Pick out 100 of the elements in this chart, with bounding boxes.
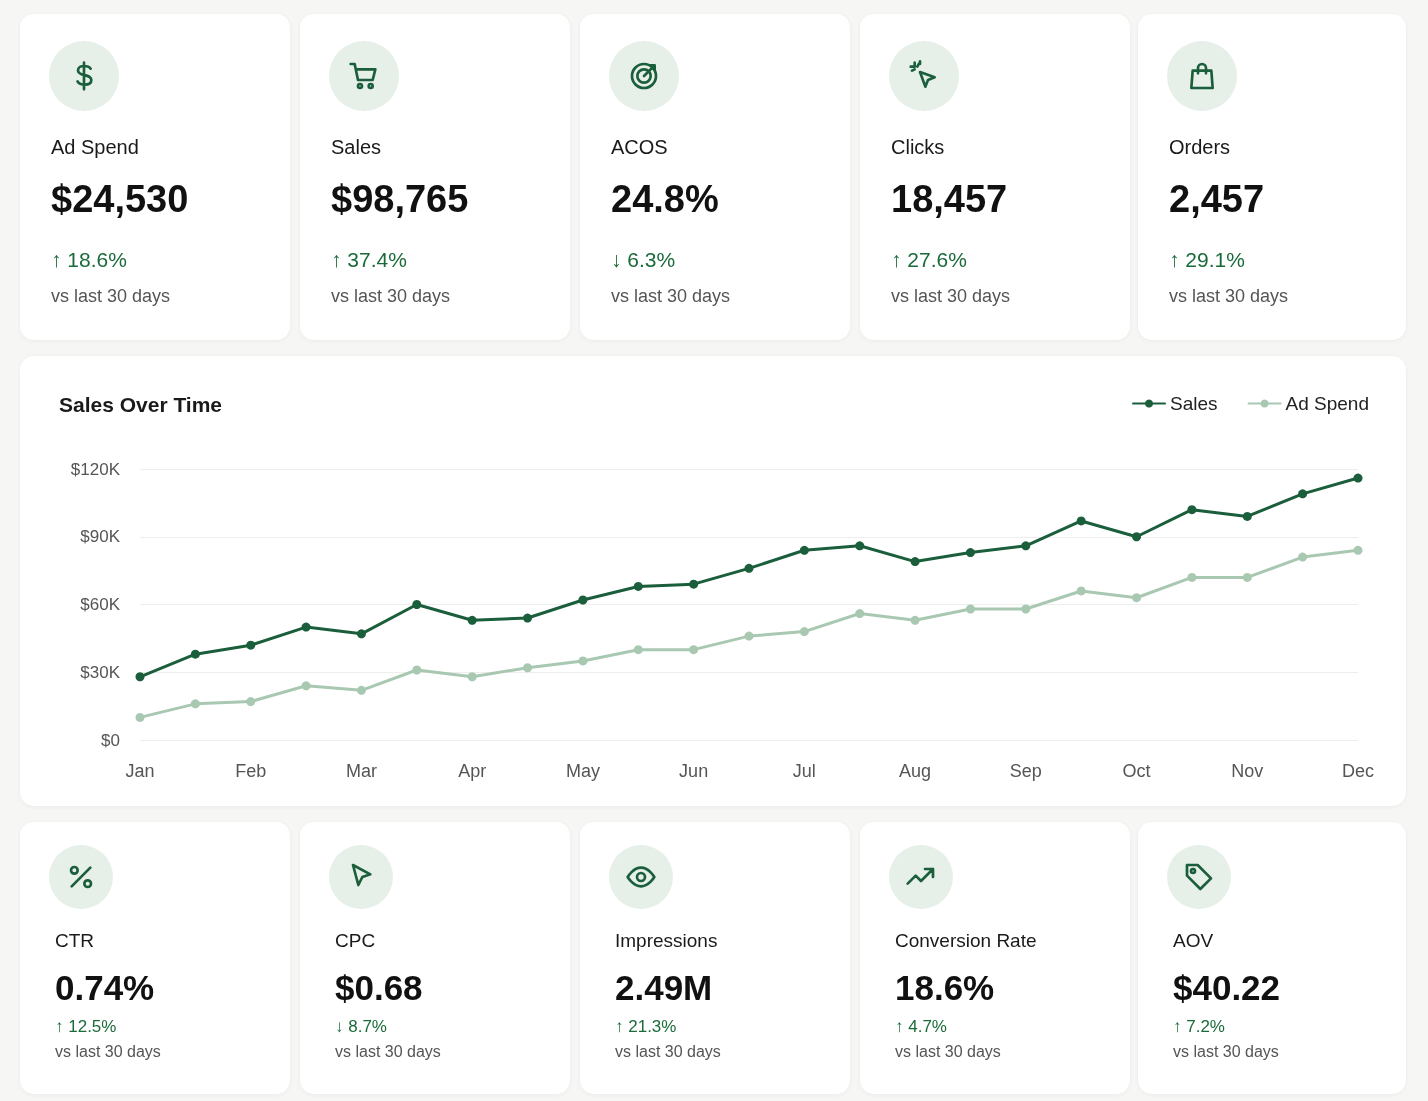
- x-tick-label: May: [565, 761, 600, 781]
- text: vs last 30 days: [611, 286, 731, 307]
- point: [467, 615, 477, 625]
- text: $40.22: [1173, 968, 1281, 1008]
- text: ↑ 7.2%: [1173, 1017, 1225, 1037]
- point: [246, 640, 256, 650]
- text: ↑ 27.6%: [891, 248, 967, 272]
- point: [1187, 505, 1197, 515]
- point: [799, 627, 809, 637]
- x-tick-label: Nov: [1231, 761, 1264, 781]
- point: [1132, 593, 1142, 603]
- point: [633, 581, 643, 591]
- point: [1298, 489, 1308, 499]
- point: [1187, 572, 1197, 582]
- text: Orders: [1169, 136, 1231, 159]
- point: [910, 557, 920, 567]
- point: [246, 697, 256, 707]
- x-tick-label: Oct: [1122, 761, 1151, 781]
- text: vs last 30 days: [51, 286, 171, 307]
- text: Sales: [331, 136, 382, 159]
- text: 2,457: [1169, 178, 1265, 221]
- text: 2.49M: [615, 968, 713, 1008]
- point: [523, 613, 533, 623]
- point: [356, 685, 366, 695]
- point: [1132, 532, 1142, 542]
- x-tick-label: Jul: [792, 761, 816, 781]
- point: [744, 631, 754, 641]
- text: vs last 30 days: [55, 1043, 161, 1061]
- text: ↑ 4.7%: [895, 1017, 947, 1037]
- y-tick-label: $90K: [80, 527, 121, 547]
- text: ↑ 12.5%: [55, 1017, 117, 1037]
- legend-label: Ad Spend: [1285, 393, 1370, 414]
- x-tick-label: Sep: [1009, 761, 1042, 781]
- point: [799, 545, 809, 555]
- point: [578, 595, 588, 605]
- text: Conversion Rate: [895, 930, 1037, 952]
- point: [910, 615, 920, 625]
- point: [744, 563, 754, 573]
- text: 18,457: [891, 178, 1008, 221]
- x-tick-label: Aug: [899, 761, 932, 781]
- text: ACOS: [611, 136, 668, 159]
- text: Clicks: [891, 136, 945, 159]
- x-tick-label: Jun: [679, 761, 709, 781]
- point: [689, 579, 699, 589]
- text: vs last 30 days: [1169, 286, 1289, 307]
- x-tick-label: Jan: [125, 761, 155, 781]
- text: 24.8%: [611, 178, 719, 221]
- point: [135, 672, 145, 682]
- point: [1076, 516, 1086, 526]
- point: [301, 622, 311, 632]
- point: [523, 663, 533, 673]
- point: [301, 681, 311, 691]
- text: vs last 30 days: [615, 1043, 721, 1061]
- point: [689, 645, 699, 655]
- x-tick-label: Mar: [345, 761, 377, 781]
- y-tick-label: $120K: [70, 459, 121, 479]
- x-tick-label: Apr: [458, 761, 487, 781]
- text: vs last 30 days: [891, 286, 1011, 307]
- text: vs last 30 days: [1173, 1043, 1279, 1061]
- text: vs last 30 days: [335, 1043, 441, 1061]
- point: [855, 541, 865, 551]
- point: [190, 699, 200, 709]
- y-tick-label: $0: [101, 730, 120, 750]
- point: [467, 672, 477, 682]
- point: [135, 712, 145, 722]
- text: ↓ 6.3%: [611, 248, 676, 272]
- point: [412, 600, 422, 609]
- legend-label: Sales: [1170, 393, 1218, 414]
- text: Ad Spend: [51, 136, 139, 159]
- point: [965, 604, 975, 614]
- point: [1021, 604, 1031, 614]
- text: CTR: [55, 930, 95, 952]
- point: [1298, 552, 1308, 562]
- point: [965, 548, 975, 558]
- text: $98,765: [331, 178, 469, 221]
- text: CPC: [335, 930, 376, 952]
- text: $0.68: [335, 968, 423, 1008]
- point: [1242, 511, 1252, 521]
- text: ↑ 29.1%: [1169, 248, 1245, 272]
- text: Impressions: [615, 930, 718, 952]
- text: $24,530: [51, 178, 189, 221]
- text: ↑ 37.4%: [331, 248, 407, 272]
- point: [1021, 541, 1031, 551]
- text: ↓ 8.7%: [335, 1017, 387, 1037]
- point: [1242, 572, 1252, 582]
- text: ↑ 18.6%: [51, 248, 127, 272]
- x-tick-label: Dec: [1341, 761, 1375, 781]
- text: vs last 30 days: [331, 286, 451, 307]
- point: [356, 629, 366, 639]
- x-tick-label: Feb: [235, 761, 267, 781]
- text: AOV: [1173, 930, 1214, 952]
- point: [1076, 586, 1086, 596]
- text: vs last 30 days: [895, 1043, 1001, 1061]
- point: [412, 665, 422, 675]
- text: ↑ 21.3%: [615, 1017, 677, 1037]
- y-tick-label: $30K: [80, 662, 121, 682]
- point: [578, 656, 588, 666]
- chart-title: Sales Over Time: [59, 393, 223, 416]
- text: 0.74%: [55, 968, 155, 1008]
- point: [633, 645, 643, 655]
